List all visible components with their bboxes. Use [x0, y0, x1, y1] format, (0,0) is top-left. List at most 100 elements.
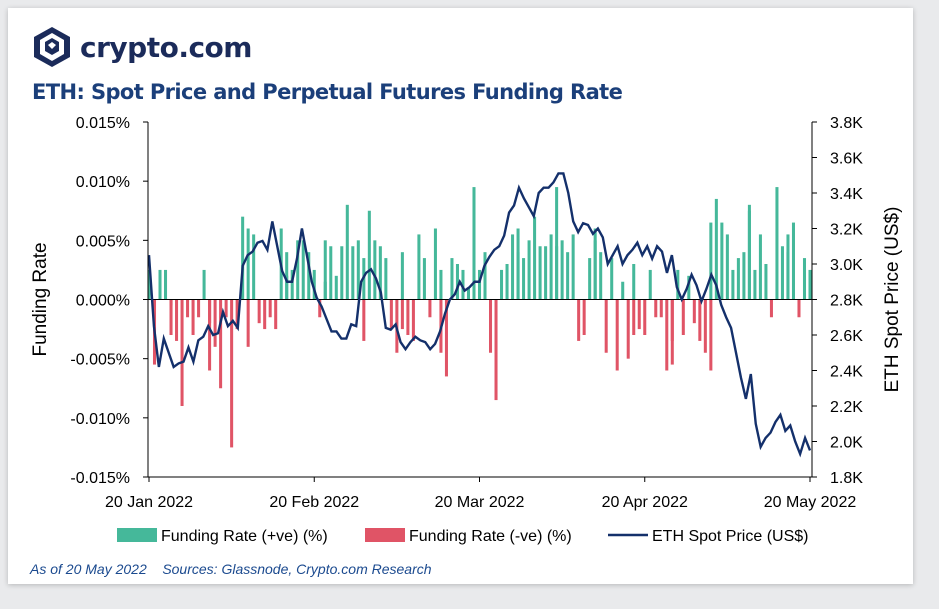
funding-bar-negative: [263, 299, 267, 330]
funding-bar-positive: [709, 222, 713, 300]
funding-bar-positive: [714, 198, 718, 300]
funding-bar-negative: [219, 299, 223, 389]
funding-bar-positive: [477, 269, 482, 300]
funding-bar-positive: [439, 269, 443, 300]
funding-bar-positive: [351, 246, 355, 300]
funding-bar-positive: [533, 216, 537, 300]
funding-bar-positive: [356, 240, 360, 300]
funding-bar-negative: [230, 299, 234, 448]
left-tick-label: -0.010%: [70, 411, 130, 428]
right-tick-label: 3.8K: [830, 115, 863, 132]
funding-bar-positive: [323, 281, 327, 300]
funding-bar-positive: [560, 240, 564, 300]
funding-bar-positive: [599, 252, 603, 300]
funding-bar-positive: [417, 234, 421, 300]
funding-bar-negative: [444, 299, 448, 377]
funding-bar-negative: [604, 299, 608, 353]
funding-bar-positive: [472, 187, 476, 300]
funding-bar-positive: [764, 264, 768, 300]
funding-bar-positive: [367, 210, 371, 300]
right-axis-title: ETH Spot Price (US$): [882, 207, 903, 393]
right-tick-label: 1.8K: [830, 470, 863, 487]
funding-bar-negative: [274, 299, 278, 330]
left-axis-title: Funding Rate: [30, 242, 51, 356]
funding-bar-positive: [742, 252, 746, 300]
right-tick-label: 3.2K: [830, 222, 863, 239]
eth-price-line: [147, 172, 812, 458]
funding-bar-negative: [362, 299, 366, 341]
funding-bar-negative: [643, 299, 647, 335]
funding-bar-positive: [593, 240, 597, 300]
funding-bar-positive: [791, 222, 795, 300]
funding-bar-negative: [411, 299, 415, 341]
left-tick-label: 0.000%: [76, 293, 130, 310]
funding-bar-positive: [687, 275, 691, 300]
funding-bar-negative: [659, 299, 663, 318]
funding-bar-negative: [632, 299, 636, 335]
chart-axes: [143, 121, 817, 482]
funding-bar-positive: [786, 234, 790, 300]
funding-bar-positive: [527, 240, 531, 300]
funding-bar-positive: [775, 187, 779, 300]
funding-bar-negative: [489, 299, 493, 353]
funding-bar-negative: [191, 299, 195, 335]
funding-bar-positive: [632, 264, 636, 300]
funding-bar-positive: [433, 228, 437, 300]
funding-bar-positive: [329, 246, 333, 300]
chart-legend: Funding Rate (+ve) (%) Funding Rate (-ve)…: [117, 528, 808, 545]
funding-bar-positive: [246, 228, 250, 300]
funding-bar-negative: [318, 299, 322, 318]
funding-bar-positive: [610, 258, 614, 300]
funding-bar-positive: [511, 234, 515, 300]
funding-bar-negative: [213, 299, 217, 347]
funding-bar-positive: [731, 269, 735, 300]
funding-rate-bars: [147, 187, 812, 448]
funding-bar-negative: [797, 299, 801, 318]
funding-bar-negative: [681, 299, 685, 335]
left-tick-label: 0.015%: [76, 115, 130, 132]
right-tick-label: 3.6K: [830, 151, 863, 168]
x-tick-label: 20 Feb 2022: [269, 494, 359, 511]
funding-bar-positive: [422, 258, 426, 300]
funding-bar-positive: [323, 240, 327, 300]
legend-label-positive: Funding Rate (+ve) (%): [161, 528, 328, 545]
funding-bar-positive: [373, 240, 377, 300]
funding-bar-positive: [455, 264, 459, 300]
footnote: As of 20 May 2022 Sources: Glassnode, Cr…: [30, 561, 432, 577]
funding-bar-positive: [736, 258, 740, 300]
funding-bar-negative: [428, 299, 432, 318]
funding-bar-positive: [549, 234, 553, 300]
right-tick-label: 2.0K: [830, 435, 863, 452]
funding-bar-positive: [307, 252, 311, 300]
crypto-com-lion-shield-icon: [34, 27, 70, 67]
funding-bar-negative: [208, 299, 212, 371]
funding-bar-positive: [648, 269, 652, 300]
funding-bar-positive: [378, 246, 382, 300]
funding-bar-positive: [285, 252, 289, 300]
funding-bar-positive: [345, 204, 349, 300]
funding-bar-positive: [466, 287, 470, 300]
funding-bar-negative: [654, 299, 658, 318]
funding-bar-positive: [808, 269, 812, 300]
funding-bar-positive: [571, 234, 575, 300]
funding-bar-positive: [566, 252, 570, 300]
funding-bar-negative: [626, 299, 630, 359]
legend-swatch-negative: [365, 528, 405, 542]
right-tick-label: 2.6K: [830, 328, 863, 345]
brand-name: crypto.com: [80, 30, 252, 64]
funding-bar-negative: [246, 299, 250, 347]
funding-bar-positive: [747, 210, 751, 300]
right-tick-label: 3.4K: [830, 186, 863, 203]
funding-bar-positive: [450, 258, 454, 300]
funding-bar-negative: [703, 299, 707, 353]
funding-bar-positive: [312, 269, 316, 300]
funding-bar-negative: [698, 299, 702, 341]
funding-bar-negative: [582, 299, 586, 335]
funding-bar-positive: [147, 269, 151, 300]
funding-bar-positive: [384, 258, 388, 300]
funding-bar-positive: [538, 246, 542, 300]
chart-labels: 0.015% 0.010% 0.005% 0.000% -0.005% -0.010% -0…: [30, 115, 903, 511]
funding-bar-positive: [544, 246, 548, 300]
funding-bar-negative: [235, 299, 239, 330]
